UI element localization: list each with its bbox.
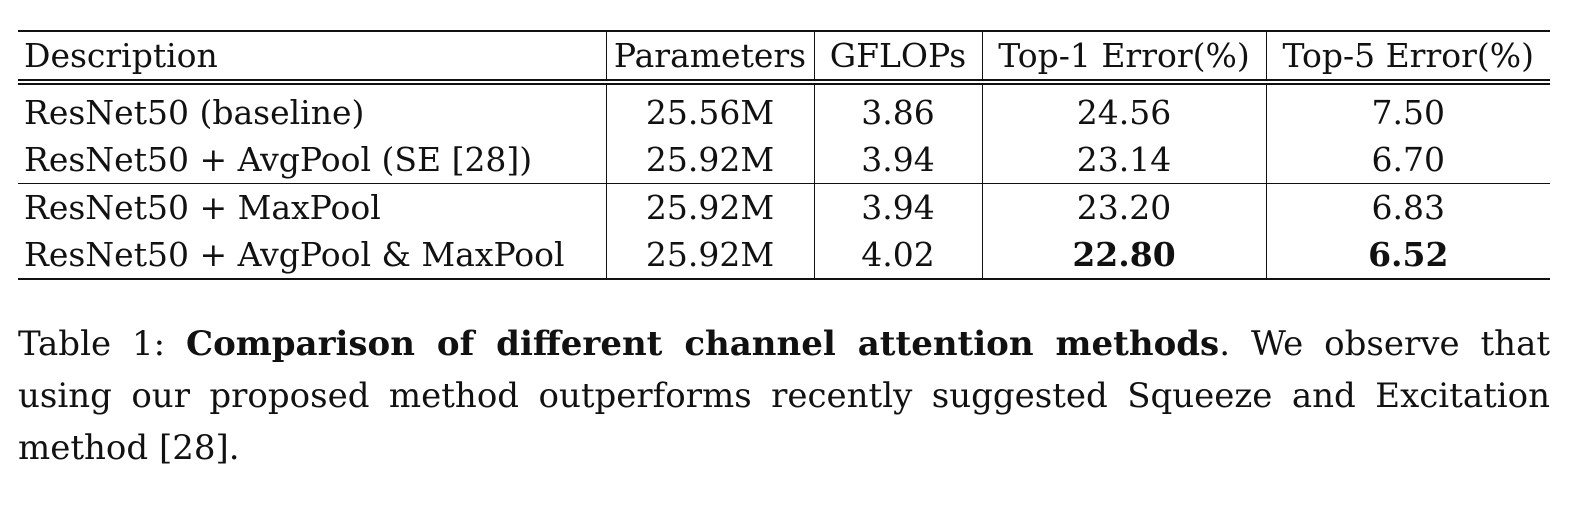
cell-gflops: 3.94 (813, 183, 982, 231)
cell-top5-error: 7.50 (1265, 82, 1550, 136)
table-row: ResNet50 (baseline) 25.56M 3.86 24.56 7.… (18, 82, 1550, 136)
caption-label: Table 1: (18, 324, 187, 364)
cell-top1-error: 23.14 (981, 136, 1266, 184)
cell-parameters: 25.92M (605, 136, 814, 184)
cell-description: ResNet50 (baseline) (24, 93, 365, 132)
table-caption: Table 1: Comparison of different channel… (18, 318, 1550, 474)
header-top5-error: Top-5 Error(%) (1265, 30, 1550, 85)
cell-top1-error: 23.20 (981, 183, 1266, 231)
cell-gflops: 3.86 (813, 82, 982, 136)
cell-gflops: 3.94 (813, 136, 982, 184)
cell-top5-error-best: 6.52 (1265, 231, 1550, 280)
header-top1-error: Top-1 Error(%) (981, 30, 1266, 85)
header-parameters: Parameters (605, 30, 814, 85)
cell-description: ResNet50 + AvgPool (SE [28]) (18, 136, 606, 184)
header-gflops: GFLOPs (813, 30, 982, 85)
cell-top1-error: 24.56 (981, 82, 1266, 136)
cell-description: ResNet50 + AvgPool & MaxPool (18, 231, 606, 280)
cell-parameters: 25.92M (605, 231, 814, 280)
table-row: ResNet50 + MaxPool 25.92M 3.94 23.20 6.8… (18, 183, 1550, 231)
results-table-container: Description Parameters GFLOPs Top-1 Erro… (18, 30, 1550, 280)
caption-title: Comparison of different channel attentio… (186, 324, 1220, 364)
cell-top5-error: 6.70 (1265, 136, 1550, 184)
table-row: ResNet50 + AvgPool (SE [28]) 25.92M 3.94… (18, 136, 1550, 184)
cell-parameters: 25.56M (605, 82, 814, 136)
table-header-row: Description Parameters GFLOPs Top-1 Erro… (18, 30, 1550, 85)
header-description: Description (18, 30, 606, 85)
caption-text: . We observe that using our proposed met… (18, 324, 1551, 468)
table-row: ResNet50 + AvgPool & MaxPool 25.92M 4.02… (18, 231, 1550, 280)
results-table: Description Parameters GFLOPs Top-1 Erro… (18, 30, 1550, 280)
cell-top1-error-best: 22.80 (981, 231, 1266, 280)
cell-top5-error: 6.83 (1265, 183, 1550, 231)
cell-gflops: 4.02 (813, 231, 982, 280)
cell-parameters: 25.92M (605, 183, 814, 231)
cell-description: ResNet50 + MaxPool (24, 188, 381, 227)
